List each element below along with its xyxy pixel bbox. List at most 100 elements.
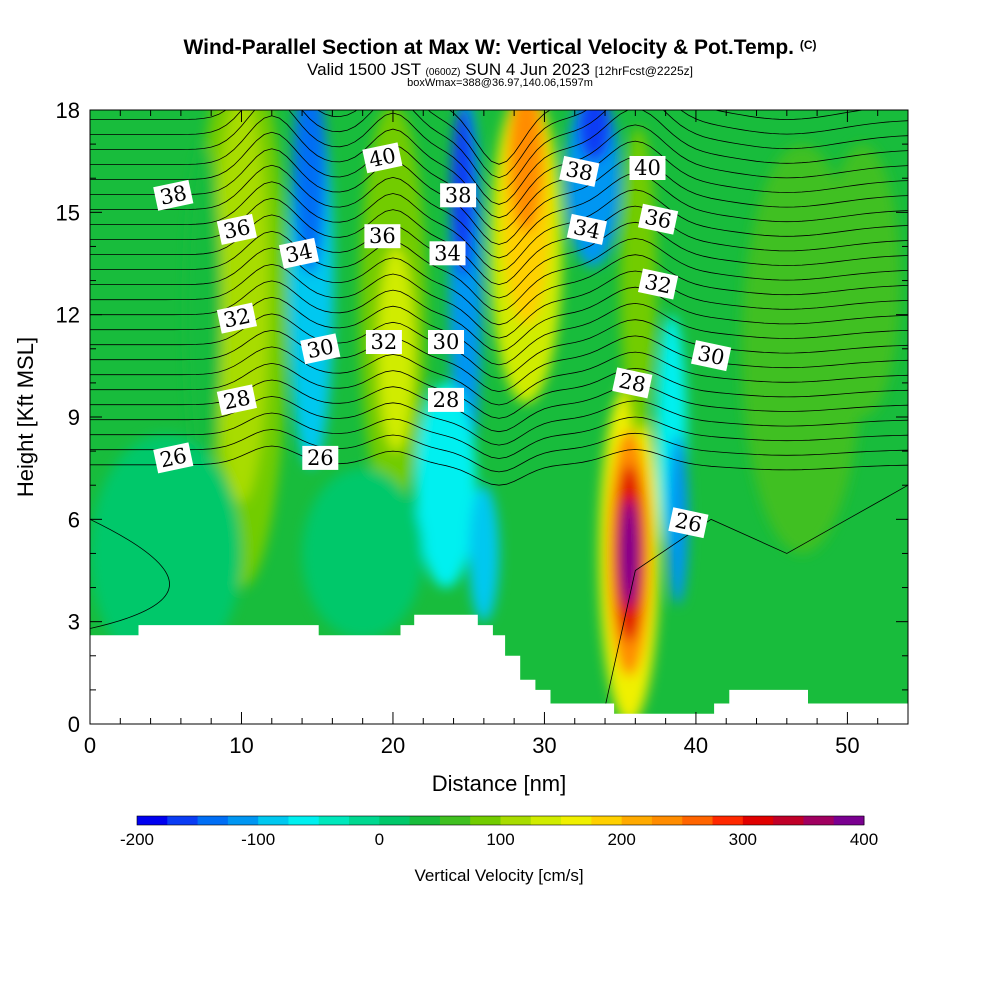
colorbar-tick-label: -100 — [241, 830, 275, 849]
theta-label-box — [216, 213, 258, 245]
theta-label-text: 34 — [571, 215, 602, 244]
colorbar-tick-label: 200 — [607, 830, 635, 849]
theta-contour — [90, 396, 908, 446]
theta-label-box — [300, 333, 341, 365]
theta-contour — [90, 115, 908, 219]
colorbar-segment — [379, 816, 411, 825]
colorbar-segment — [197, 816, 229, 825]
theta-contour — [90, 110, 908, 192]
theta-label: 36 — [364, 224, 401, 249]
theta-label: 38 — [153, 179, 194, 211]
copyright-mark: (C) — [799, 38, 817, 52]
theta-label-box — [566, 213, 608, 245]
theta-label-text: 38 — [564, 157, 595, 186]
colorbar-tick-label: 100 — [486, 830, 514, 849]
colorbar-tick-label: 300 — [729, 830, 757, 849]
theta-contour — [90, 214, 908, 299]
theta-contour — [90, 412, 908, 459]
theta-contour — [90, 263, 908, 339]
theta-contour — [90, 429, 908, 473]
colorbar-segment — [591, 816, 623, 825]
theta-contour-labels: 26 26 26 28 28 28 30 30 30 32 32 32 34 34 34 36 36 36 38 38… — [153, 142, 732, 539]
theta-contour — [90, 362, 908, 419]
theta-label: 26 — [153, 442, 194, 474]
colorbar-frame — [136, 815, 865, 826]
colorbar-segment — [712, 816, 744, 825]
theta-label: 28 — [428, 387, 464, 412]
theta-label-box — [216, 384, 258, 416]
theta-label: 36 — [216, 213, 258, 245]
colorbar-segment — [137, 816, 168, 825]
y-tick-label: 18 — [56, 98, 80, 123]
colorbar-segment — [530, 816, 562, 825]
colorbar-segment — [258, 816, 289, 825]
theta-label-box — [153, 179, 194, 211]
y-tick-label: 15 — [56, 200, 80, 225]
theta-label-text: 32 — [371, 330, 398, 354]
theta-contour — [90, 148, 908, 245]
theta-label-box — [637, 268, 679, 300]
colorbar-segment — [167, 816, 199, 825]
velocity-cell-1 — [214, 110, 269, 503]
theta-label-box — [629, 156, 666, 180]
colorbar-segment — [651, 816, 683, 825]
theta-contour — [90, 346, 908, 406]
theta-label: 32 — [216, 302, 258, 334]
y-axis-label: Height [Kft MSL] — [13, 337, 38, 497]
theta-label-box — [440, 183, 477, 208]
theta-label-box — [153, 442, 194, 474]
theta-label-text: 34 — [434, 241, 461, 265]
theta-label: 32 — [637, 268, 679, 300]
theta-label-text: 28 — [221, 385, 252, 414]
theta-label-box — [278, 237, 320, 269]
colorbar-segment — [773, 816, 804, 825]
theta-contour — [90, 181, 908, 272]
theta-label-text: 28 — [617, 368, 648, 397]
theta-label-text: 32 — [643, 269, 674, 298]
theta-label: 38 — [559, 155, 600, 187]
theta-contour — [90, 247, 908, 326]
y-tick-label: 0 — [68, 712, 80, 737]
colorbar-segment — [409, 816, 441, 825]
theta-label-box — [362, 142, 403, 174]
y-tick-label: 9 — [68, 405, 80, 430]
theta-label-box — [429, 241, 466, 266]
colorbar-segment — [439, 816, 471, 825]
y-tick-label: 3 — [68, 610, 80, 635]
x-tick-label: 50 — [835, 733, 859, 758]
x-tick-label: 20 — [381, 733, 405, 758]
theta-label-box — [559, 155, 600, 187]
theta-label: 40 — [629, 156, 666, 180]
theta-label-text: 30 — [696, 341, 727, 370]
theta-contour — [90, 110, 908, 205]
theta-label-text: 40 — [634, 156, 661, 180]
velocity-cell-2 — [185, 144, 222, 486]
velocity-cell-10 — [468, 485, 499, 622]
theta-label: 26 — [302, 445, 339, 470]
theta-label: 30 — [300, 333, 341, 365]
y-tick-label: 12 — [56, 303, 80, 328]
colorbar-segment — [318, 816, 350, 825]
theta-label-box — [668, 507, 709, 539]
theta-label-box — [302, 445, 339, 470]
x-axis: 0 10 20 30 40 50 — [84, 110, 909, 758]
theta-label: 36 — [637, 203, 679, 235]
colorbar-tick-label: 0 — [375, 830, 384, 849]
theta-label-text: 38 — [158, 181, 189, 210]
velocity-cell-9 — [415, 382, 477, 588]
theta-label-text: 32 — [221, 304, 252, 333]
colorbar-segment — [682, 816, 714, 825]
colorbar-segment — [833, 816, 865, 825]
x-tick-label: 0 — [84, 733, 96, 758]
theta-contour-low — [90, 518, 170, 629]
theta-contour — [90, 329, 908, 393]
colorbar-tick-label: -200 — [120, 830, 154, 849]
velocity-field — [90, 110, 908, 724]
theta-label-text: 38 — [445, 183, 472, 207]
theta-label: 40 — [362, 142, 403, 174]
theta-label-box — [690, 340, 732, 372]
y-tick-label: 6 — [68, 507, 80, 532]
terrain — [90, 614, 908, 724]
theta-contour-26-east — [604, 484, 908, 708]
